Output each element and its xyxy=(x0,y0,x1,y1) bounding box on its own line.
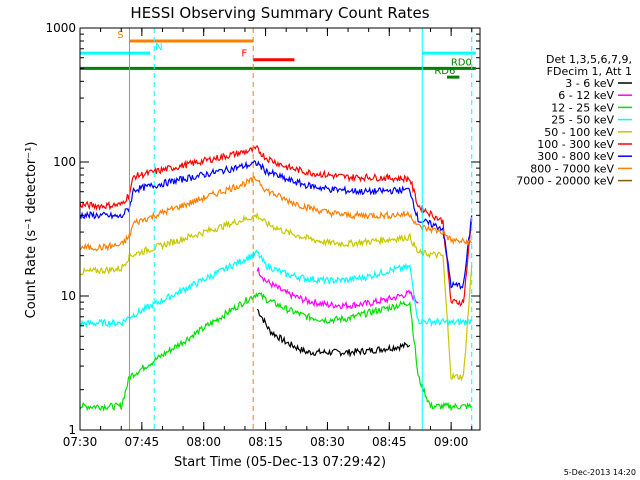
plot-frame xyxy=(79,27,481,431)
series-line xyxy=(79,145,473,307)
series-line xyxy=(79,175,473,252)
flag-label: RD0 xyxy=(451,57,472,68)
legend-label: 800 - 7000 keV xyxy=(530,162,614,175)
y-tick-label: 1 xyxy=(68,423,76,437)
series-line xyxy=(79,249,473,329)
y-axis-label: Count Rate (s⁻¹ detector⁻¹) xyxy=(24,142,39,319)
axis-layer: 07:30 07:45 08:00 08:15 08:30 08:45 09:00 1 10 10… xyxy=(45,21,480,449)
legend-header: Det 1,3,5,6,7,9, xyxy=(546,53,632,66)
legend: Det 1,3,5,6,7,9,FDecim 1, Att 13 - 6 keV… xyxy=(516,53,632,188)
flag-label: S xyxy=(117,30,123,41)
x-axis-label: Start Time (05-Dec-13 07:29:42) xyxy=(174,455,386,470)
flag-label: N xyxy=(155,42,162,53)
legend-label: 12 - 25 keV xyxy=(551,101,614,114)
x-tick-label: 08:30 xyxy=(310,435,345,449)
x-tick-label: 08:45 xyxy=(372,435,407,449)
legend-label: 100 - 300 keV xyxy=(537,138,614,151)
footer-timestamp: 5-Dec-2013 14:20 xyxy=(564,468,636,477)
legend-label: 300 - 800 keV xyxy=(537,150,614,163)
legend-label: 25 - 50 keV xyxy=(551,114,614,127)
y-tick-label: 1000 xyxy=(45,21,76,35)
series-line xyxy=(79,159,473,290)
y-tick-label: 10 xyxy=(61,289,76,303)
series-layer xyxy=(79,145,473,412)
x-tick-label: 08:00 xyxy=(186,435,221,449)
x-tick-label: 07:45 xyxy=(125,435,160,449)
legend-label: 3 - 6 keV xyxy=(565,77,614,90)
legend-header: FDecim 1, Att 1 xyxy=(547,65,632,78)
chart-title: HESSI Observing Summary Count Rates xyxy=(130,4,429,22)
series-line xyxy=(79,291,473,412)
legend-label: 50 - 100 keV xyxy=(544,126,614,139)
y-tick-label: 100 xyxy=(53,155,76,169)
legend-label: 6 - 12 keV xyxy=(558,89,614,102)
legend-label: 7000 - 20000 keV xyxy=(516,175,614,188)
x-tick-label: 07:30 xyxy=(63,435,98,449)
vertical-line-layer xyxy=(128,28,473,430)
series-line xyxy=(79,213,473,382)
series-line xyxy=(256,308,411,358)
x-tick-label: 08:15 xyxy=(248,435,283,449)
series-line xyxy=(256,267,419,310)
flag-label: F xyxy=(241,49,247,60)
flag-label: RD6 xyxy=(434,66,455,77)
x-tick-label: 09:00 xyxy=(434,435,469,449)
